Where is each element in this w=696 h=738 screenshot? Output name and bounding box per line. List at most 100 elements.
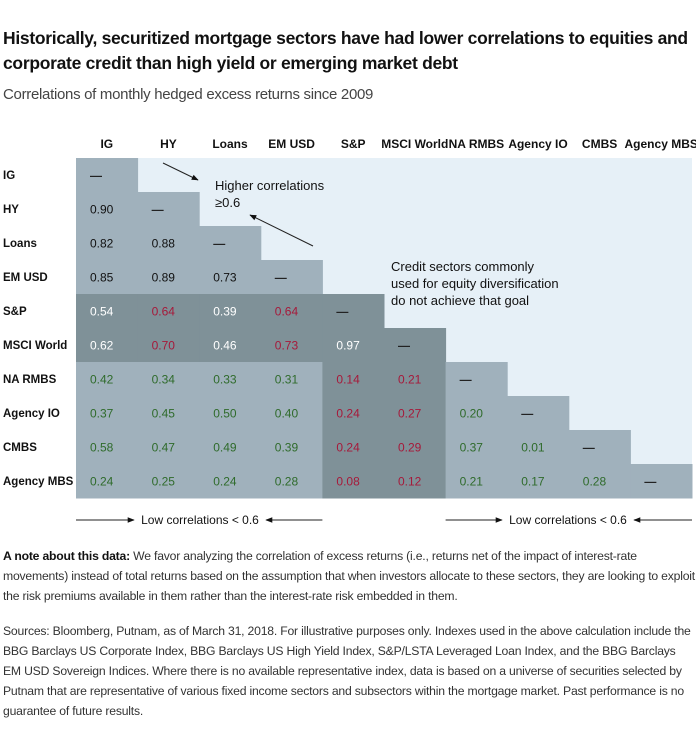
column-header: MSCI World (381, 137, 448, 151)
cell-value: 0.20 (460, 407, 484, 421)
cell-value: 0.64 (152, 305, 176, 319)
cell-value: 0.88 (152, 237, 176, 251)
matrix-cell (260, 260, 323, 295)
row-header: Loans (3, 238, 37, 250)
cell-value: 0.46 (213, 339, 237, 353)
matrix-cell (76, 430, 139, 465)
chart-subtitle: Correlations of monthly hedged excess re… (3, 86, 374, 103)
matrix-cell (445, 464, 508, 499)
matrix-cell (507, 464, 570, 499)
cell-value: 0.24 (90, 475, 114, 489)
matrix-cell (137, 464, 200, 499)
diagonal-dash: — (336, 305, 348, 319)
matrix-cell (199, 362, 262, 397)
cell-value: 0.85 (90, 271, 114, 285)
data-note-label: A note about this data: (3, 549, 130, 563)
diagonal-dash: — (583, 441, 595, 455)
cell-value: 0.42 (90, 373, 114, 387)
diagonal-dash: — (90, 169, 102, 183)
cell-value: 0.21 (398, 373, 422, 387)
matrix-cell (76, 362, 139, 397)
credit-sectors-note: used for equity diversification (391, 276, 559, 291)
cell-value: 0.37 (460, 441, 484, 455)
low-correlations-label: Low correlations < 0.6 (141, 513, 259, 527)
cell-value: 0.17 (521, 475, 545, 489)
matrix-cell (199, 328, 262, 363)
column-header: EM USD (268, 137, 315, 151)
cell-value: 0.62 (90, 339, 114, 353)
cell-value: 0.54 (90, 305, 114, 319)
matrix-cell (199, 430, 262, 465)
cell-value: 0.73 (275, 339, 299, 353)
cell-value: 0.01 (521, 441, 545, 455)
matrix-cell (322, 294, 385, 329)
cell-value: 0.90 (90, 203, 114, 217)
matrix-cell (76, 260, 139, 295)
diagonal-dash: — (521, 407, 533, 421)
row-header: IG (3, 170, 15, 182)
matrix-cell (199, 226, 262, 261)
diagonal-dash: — (275, 271, 287, 285)
cell-value: 0.49 (213, 441, 237, 455)
matrix-cell (260, 430, 323, 465)
matrix-cell (568, 464, 631, 499)
cell-value: 0.50 (213, 407, 237, 421)
matrix-cell (76, 396, 139, 431)
matrix-cell (384, 396, 447, 431)
diagonal-dash: — (644, 475, 656, 489)
matrix-cell (137, 362, 200, 397)
column-header: Loans (212, 137, 248, 151)
cell-value: 0.24 (336, 407, 360, 421)
row-header: S&P (3, 306, 27, 318)
matrix-cell (76, 328, 139, 363)
cell-value: 0.34 (152, 373, 176, 387)
cell-value: 0.21 (460, 475, 484, 489)
matrix-cell (199, 396, 262, 431)
matrix-cell (445, 430, 508, 465)
matrix-cell (322, 362, 385, 397)
matrix-cell (384, 362, 447, 397)
matrix-cell (322, 464, 385, 499)
cell-value: 0.12 (398, 475, 422, 489)
cell-value: 0.08 (336, 475, 360, 489)
higher-correlations-label: Higher correlations (215, 178, 325, 193)
cell-value: 0.40 (275, 407, 299, 421)
matrix-cell (137, 192, 200, 227)
diagonal-dash: — (213, 237, 225, 251)
matrix-cell (260, 464, 323, 499)
matrix-cell (76, 158, 139, 193)
diagonal-dash: — (460, 373, 472, 387)
matrix-cell (630, 464, 693, 499)
chart-title: Historically, securitized mortgage secto… (3, 28, 688, 73)
cell-value: 0.37 (90, 407, 114, 421)
cell-value: 0.24 (336, 441, 360, 455)
matrix-cell (137, 396, 200, 431)
cell-value: 0.29 (398, 441, 422, 455)
data-note: A note about this data: We favor analyzi… (3, 546, 695, 606)
matrix-cell (76, 464, 139, 499)
low-correlations-label: Low correlations < 0.6 (509, 513, 627, 527)
cell-value: 0.39 (275, 441, 299, 455)
cell-value: 0.14 (336, 373, 360, 387)
matrix-cell (568, 430, 631, 465)
column-header: HY (160, 137, 177, 151)
cell-value: 0.39 (213, 305, 237, 319)
cell-value: 0.70 (152, 339, 176, 353)
matrix-cell (507, 430, 570, 465)
diagonal-dash: — (152, 203, 164, 217)
matrix-cell (76, 192, 139, 227)
column-header: S&P (341, 137, 366, 151)
cell-value: 0.58 (90, 441, 114, 455)
column-header: CMBS (582, 137, 617, 151)
cell-value: 0.45 (152, 407, 176, 421)
matrix-cell (445, 396, 508, 431)
row-header: EM USD (3, 272, 48, 284)
cell-value: 0.27 (398, 407, 422, 421)
row-header: MSCI World (3, 340, 67, 352)
matrix-cell (199, 294, 262, 329)
cell-value: 0.82 (90, 237, 114, 251)
data-note-text: We favor analyzing the correlation of ex… (3, 549, 695, 603)
column-header: Agency MBS (625, 137, 696, 151)
cell-value: 0.47 (152, 441, 176, 455)
matrix-cell (199, 464, 262, 499)
